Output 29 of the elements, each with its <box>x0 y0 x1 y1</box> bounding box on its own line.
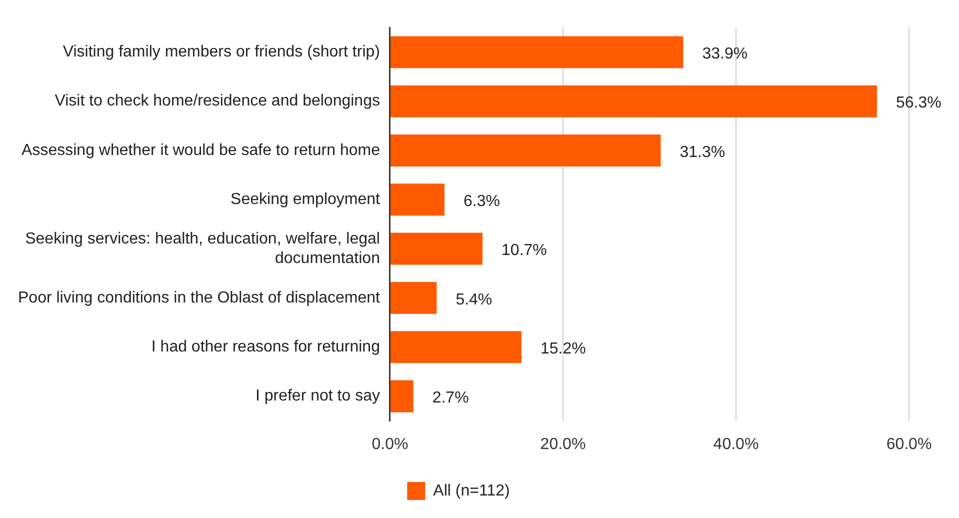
x-tick-label: 40.0% <box>713 436 759 453</box>
x-tick-label: 0.0% <box>372 436 408 453</box>
data-label: 5.4% <box>456 291 492 308</box>
data-label: 31.3% <box>680 144 726 161</box>
bar <box>390 282 437 314</box>
y-tick-label: I had other reasons for returning <box>151 338 380 356</box>
bar <box>390 85 877 118</box>
data-label: 6.3% <box>463 193 500 210</box>
bar <box>390 331 522 364</box>
bar <box>390 380 414 412</box>
y-tick-label: Seeking employment <box>230 191 381 208</box>
bar <box>390 36 684 68</box>
legend-label: All (n=112) <box>433 482 510 500</box>
x-tick-label: 20.0% <box>540 436 586 453</box>
y-tick-label: Seeking services: health, education, welfare, legal documentation <box>25 230 380 267</box>
bar <box>390 232 483 265</box>
x-tick-label: 60.0% <box>886 436 932 453</box>
y-tick-label: Visit to check home/residence and belongings <box>54 92 380 110</box>
y-tick-label: I prefer not to say <box>255 388 380 405</box>
y-tick-label: Visiting family members or friends (short trip) <box>62 44 380 61</box>
data-label: 56.3% <box>896 94 942 112</box>
bar <box>390 134 661 166</box>
y-tick-label: Poor living conditions in the Oblast of displacement <box>18 289 381 306</box>
bar <box>390 184 444 216</box>
data-label: 15.2% <box>540 340 586 358</box>
data-label: 2.7% <box>432 390 469 407</box>
data-label: 33.9% <box>702 46 748 63</box>
data-label: 10.7% <box>502 242 547 260</box>
y-tick-label: Assessing whether it would be safe to return home <box>22 142 380 159</box>
